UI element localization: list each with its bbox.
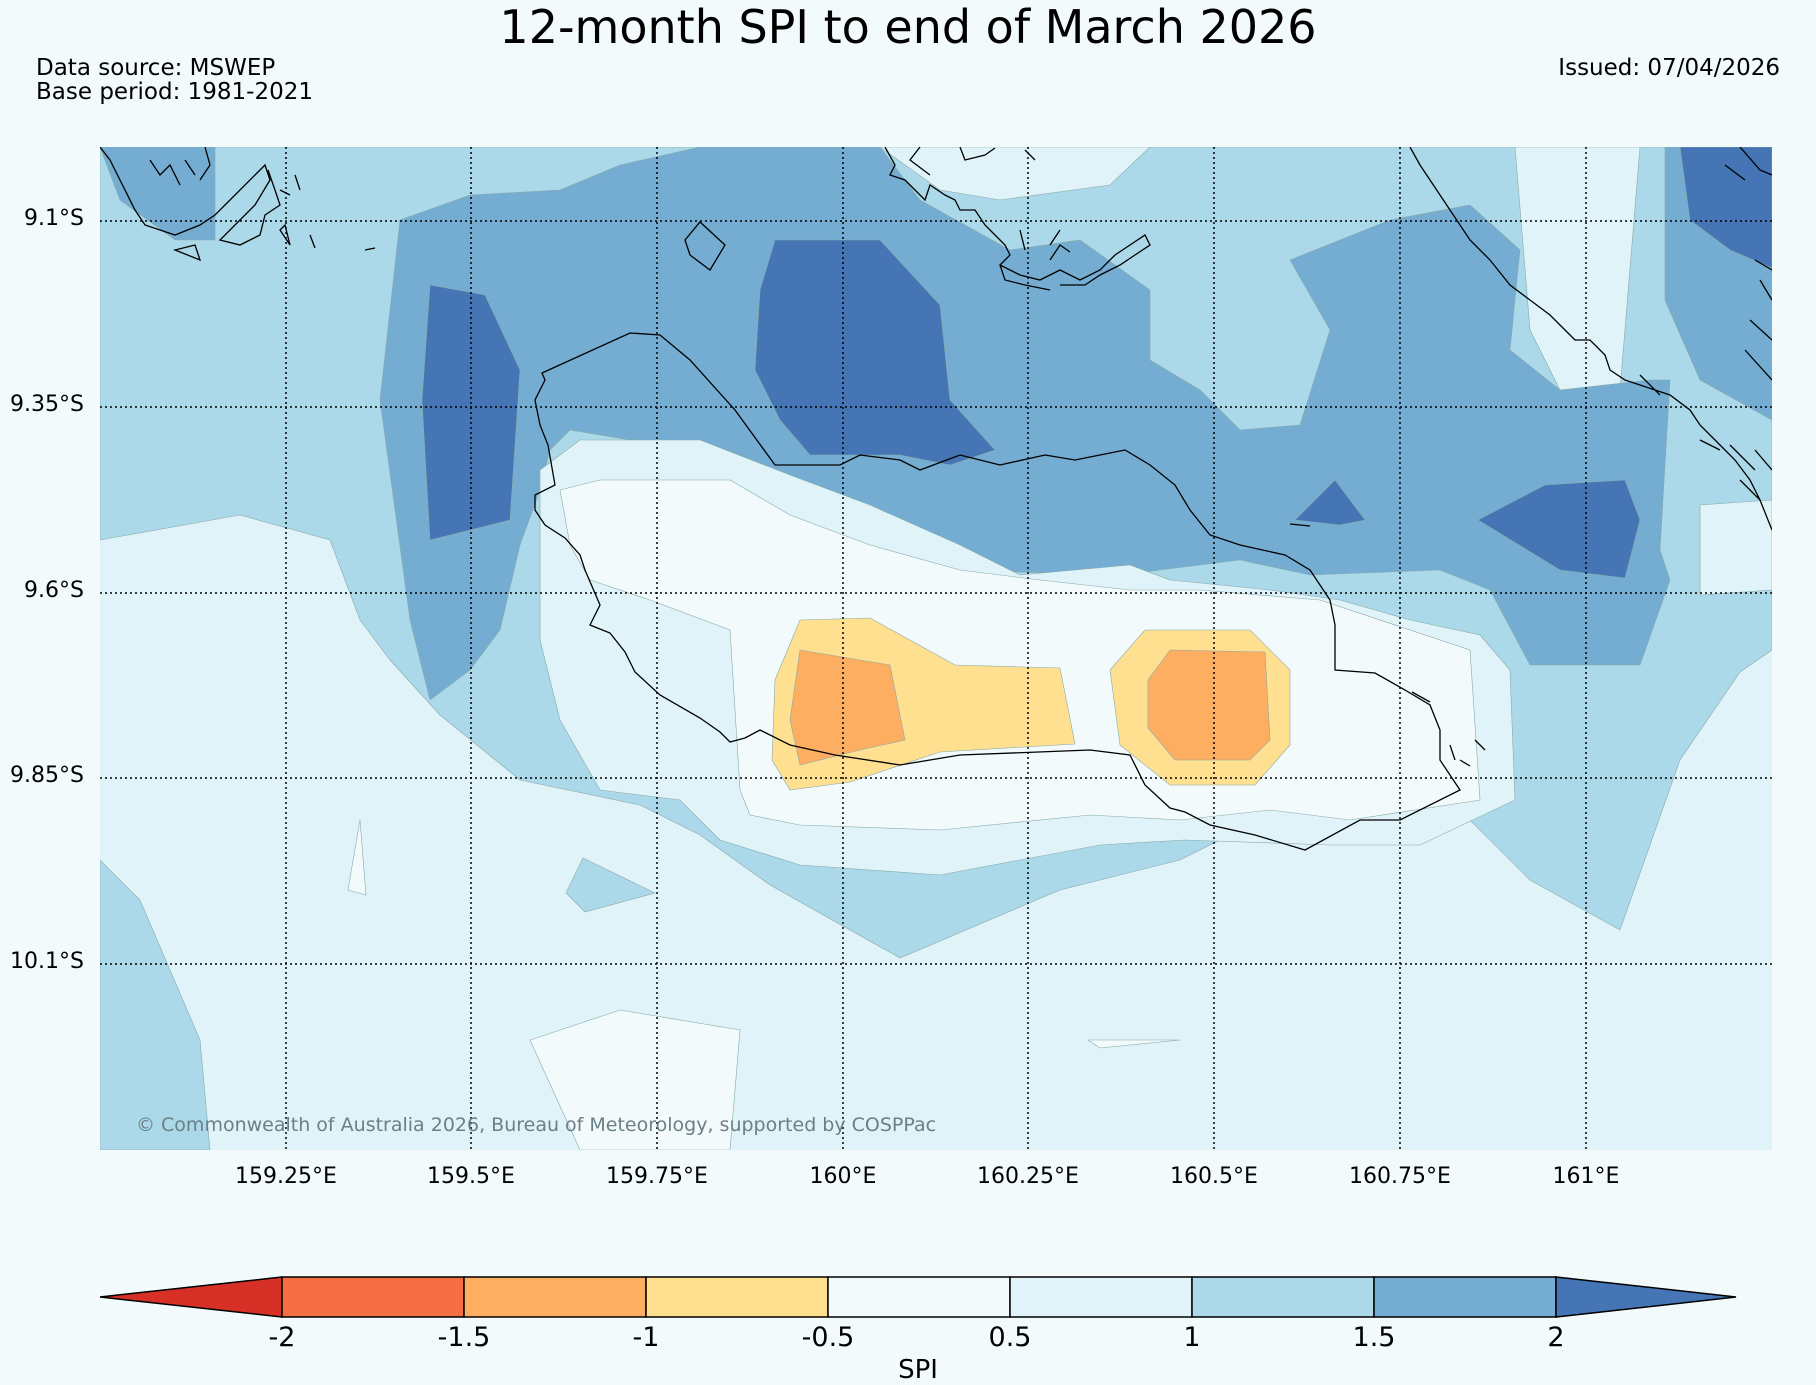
lon-label-2: 159.5°E (427, 1164, 515, 1189)
colorbar-swatch-4 (827, 1276, 1011, 1318)
coastline-small-islets (1289, 523, 1486, 767)
contour-near-normal-spike (347, 819, 367, 896)
coastline-islet-central (684, 221, 726, 271)
contour-wet (379, 147, 1671, 701)
coastlines (100, 147, 1772, 851)
colorbar-label-7: 1.5 (1352, 1322, 1396, 1353)
lat-label-4: 9.85°S (10, 763, 84, 788)
colorbar-swatch-3 (645, 1276, 829, 1318)
coastline-east (1409, 147, 1772, 531)
lon-label-1: 159.25°E (235, 1164, 337, 1189)
coastline-east-islets (1724, 147, 1772, 381)
issued-date-label: Issued: 07/04/2026 (1558, 55, 1780, 81)
lat-label-1: 9.1°S (24, 206, 84, 231)
lon-label-6: 160.5°E (1170, 1164, 1258, 1189)
lon-label-3: 159.75°E (606, 1164, 708, 1189)
coastline-north (884, 147, 1151, 291)
colorbar-swatch-extend-low (99, 1276, 283, 1318)
colorbar-swatch-5 (1009, 1276, 1193, 1318)
colorbar (99, 1276, 1737, 1318)
colorbar-label-4: -0.5 (801, 1322, 855, 1353)
colorbar-swatch-1 (281, 1276, 465, 1318)
contour-very-wet-ne (1679, 147, 1772, 269)
lon-label-8: 161°E (1552, 1164, 1620, 1189)
copyright-notice: © Commonwealth of Australia 2026, Bureau… (136, 1114, 937, 1136)
lat-label-5: 10.1°S (10, 949, 84, 974)
contour-very-wet-small (1294, 479, 1366, 526)
colorbar-swatch-2 (463, 1276, 647, 1318)
meta-left: Data source: MSWEP Base period: 1981-202… (36, 56, 313, 104)
colorbar-swatch-extend-high (1555, 1276, 1737, 1318)
colorbar-label-5: 0.5 (988, 1322, 1032, 1353)
colorbar-label-1: -2 (268, 1322, 296, 1353)
data-source-label: Data source: MSWEP (36, 55, 276, 81)
island-coastline-main (534, 332, 1461, 851)
map-title: 12-month SPI to end of March 2026 (499, 0, 1317, 54)
contour-near-normal-sliver (1087, 1039, 1181, 1049)
contour-wet-nw (100, 147, 216, 241)
lon-label-4: 160°E (809, 1164, 877, 1189)
coastline-nw (100, 147, 281, 246)
contour-moderately-dry-west (789, 649, 906, 766)
contour-very-wet-east (1477, 479, 1641, 579)
lat-label-3: 9.6°S (24, 578, 84, 603)
spi-contours (100, 147, 1772, 1150)
colorbar-label-2: -1.5 (437, 1322, 491, 1353)
contour-moderately-wet-small (565, 857, 656, 913)
lon-label-5: 160.25°E (977, 1164, 1079, 1189)
lon-label-7: 160.75°E (1349, 1164, 1451, 1189)
lat-label-2: 9.35°S (10, 392, 84, 417)
colorbar-label-6: 1 (1183, 1322, 1201, 1353)
colorbar-title: SPI (898, 1355, 938, 1385)
contour-slightly-wet-north (879, 147, 1151, 201)
contour-moderately-wet-sw (100, 859, 211, 1150)
colorbar-label-3: -1 (632, 1322, 660, 1353)
contour-slightly-wet-east (1699, 499, 1772, 596)
colorbar-swatch-7 (1373, 1276, 1557, 1318)
coastline-nw-islets (172, 174, 376, 262)
base-period-label: Base period: 1981-2021 (36, 79, 314, 105)
colorbar-swatch-6 (1191, 1276, 1375, 1318)
colorbar-label-8: 2 (1547, 1322, 1565, 1353)
contour-very-wet-central (754, 239, 996, 466)
graticule (100, 147, 1772, 1150)
contour-moderately-dry-east (1147, 649, 1271, 761)
contour-near-normal-south (529, 1009, 741, 1150)
